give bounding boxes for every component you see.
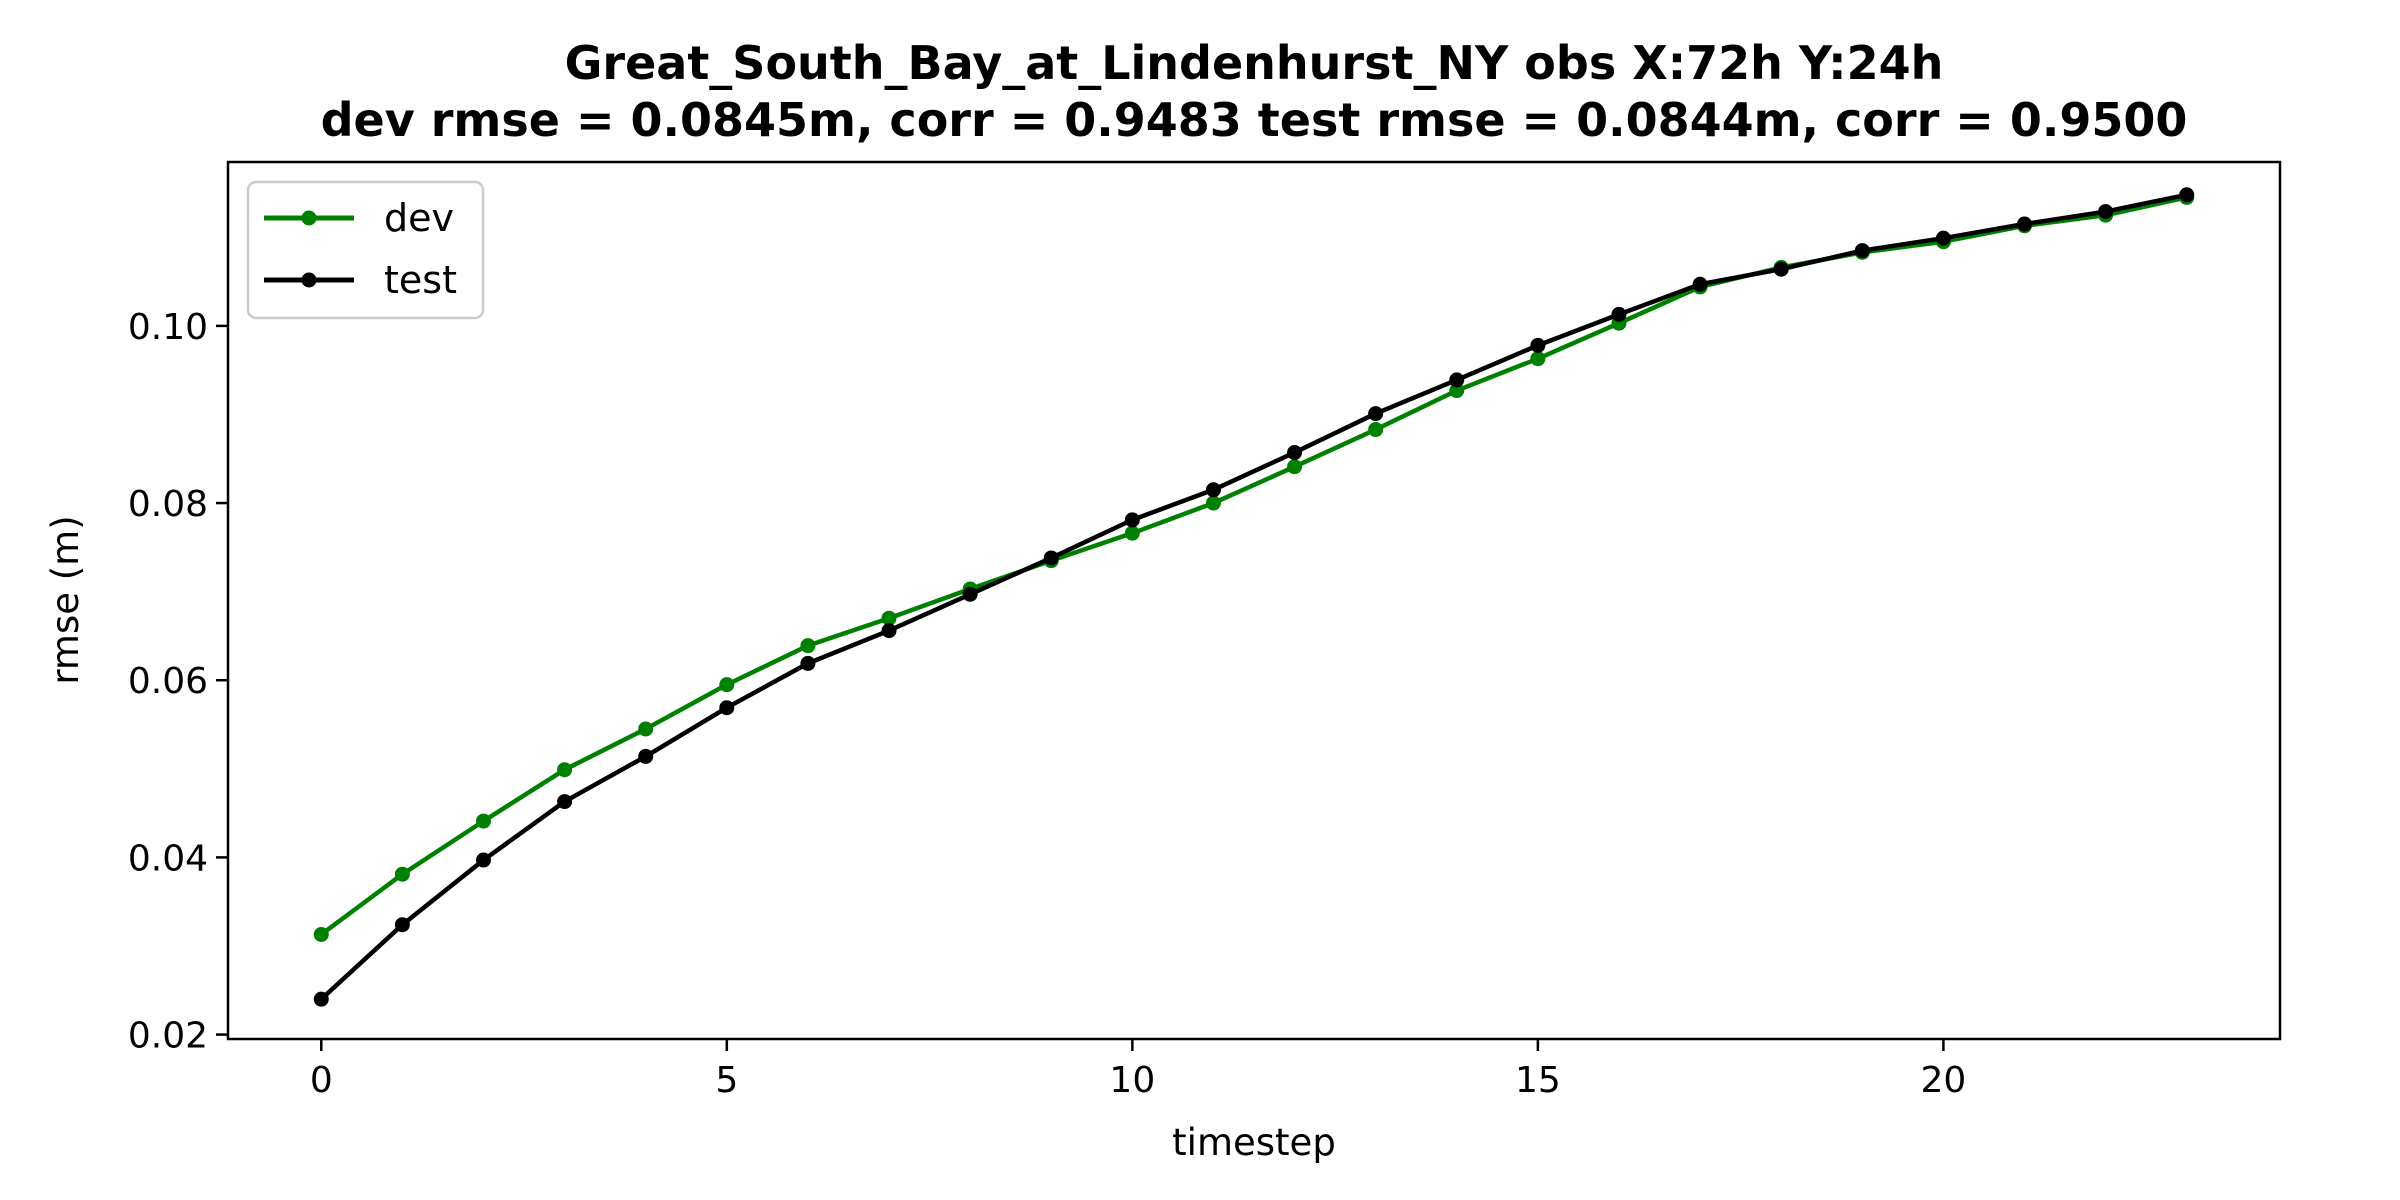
data-point-dev xyxy=(800,638,816,654)
data-point-dev xyxy=(475,813,491,829)
x-tick-label: 10 xyxy=(1109,1060,1155,1101)
data-point-test xyxy=(2017,216,2033,232)
y-tick-label: 0.06 xyxy=(128,661,208,702)
data-point-dev xyxy=(313,926,329,942)
legend-marker-test xyxy=(301,272,317,288)
data-point-test xyxy=(1287,445,1303,461)
data-point-dev xyxy=(394,866,410,882)
data-point-dev xyxy=(638,721,654,737)
y-tick-label: 0.04 xyxy=(128,838,208,879)
data-point-test xyxy=(1854,243,1870,259)
data-point-dev xyxy=(1530,351,1546,367)
axis-ticks: 0 5 10 15 20 0.02 0.04 0.06 0.08 0.10 xyxy=(128,307,1966,1101)
legend-label-dev: dev xyxy=(384,196,454,240)
data-point-test xyxy=(638,748,654,764)
data-point-test xyxy=(1530,337,1546,353)
legend: dev test xyxy=(246,180,485,320)
plot-frame xyxy=(226,160,2282,1041)
x-tick-label: 0 xyxy=(310,1060,333,1101)
data-point-test xyxy=(1368,406,1384,422)
chart-title: Great_South_Bay_at_Lindenhurst_NY obs X:… xyxy=(565,36,1944,90)
data-point-test xyxy=(1935,230,1951,246)
data-point-dev xyxy=(1368,422,1384,438)
data-point-test xyxy=(1124,512,1140,528)
data-point-test xyxy=(2179,187,2195,203)
y-tick-label: 0.10 xyxy=(128,307,208,348)
data-point-dev xyxy=(719,677,735,693)
plot-marks xyxy=(313,187,2195,1007)
data-point-dev xyxy=(1449,383,1465,399)
series-line-test xyxy=(319,192,2188,1001)
data-point-test xyxy=(800,655,816,671)
series-test xyxy=(313,187,2195,1007)
legend-marker-dev xyxy=(301,210,317,226)
x-axis-label: timestep xyxy=(1172,1121,1336,1164)
chart-subtitle: dev rmse = 0.0845m, corr = 0.9483 test r… xyxy=(321,93,2188,147)
y-tick-label: 0.08 xyxy=(128,484,208,525)
data-point-test xyxy=(557,794,573,810)
data-point-test xyxy=(313,991,329,1007)
data-point-test xyxy=(1043,550,1059,566)
series-dev xyxy=(313,189,2195,942)
data-point-dev xyxy=(1205,495,1221,511)
y-tick-label: 0.02 xyxy=(128,1016,208,1057)
data-point-test xyxy=(394,917,410,933)
data-point-test xyxy=(1692,276,1708,292)
x-tick-label: 5 xyxy=(715,1060,738,1101)
data-point-dev xyxy=(881,610,897,626)
data-point-test xyxy=(962,586,978,602)
data-point-test xyxy=(1205,482,1221,498)
data-point-dev xyxy=(557,762,573,778)
data-point-test xyxy=(1611,306,1627,322)
data-point-test xyxy=(1449,372,1465,388)
data-point-test xyxy=(1773,261,1789,277)
data-point-test xyxy=(475,852,491,868)
legend-label-test: test xyxy=(384,258,457,302)
series-line-dev xyxy=(319,195,2188,937)
x-tick-label: 15 xyxy=(1515,1060,1561,1101)
data-point-test xyxy=(719,700,735,716)
y-axis-label: rmse (m) xyxy=(44,515,87,684)
data-point-test xyxy=(881,623,897,639)
data-point-dev xyxy=(1287,459,1303,475)
x-tick-label: 20 xyxy=(1921,1060,1967,1101)
data-point-test xyxy=(2098,204,2114,220)
data-point-dev xyxy=(1124,525,1140,541)
